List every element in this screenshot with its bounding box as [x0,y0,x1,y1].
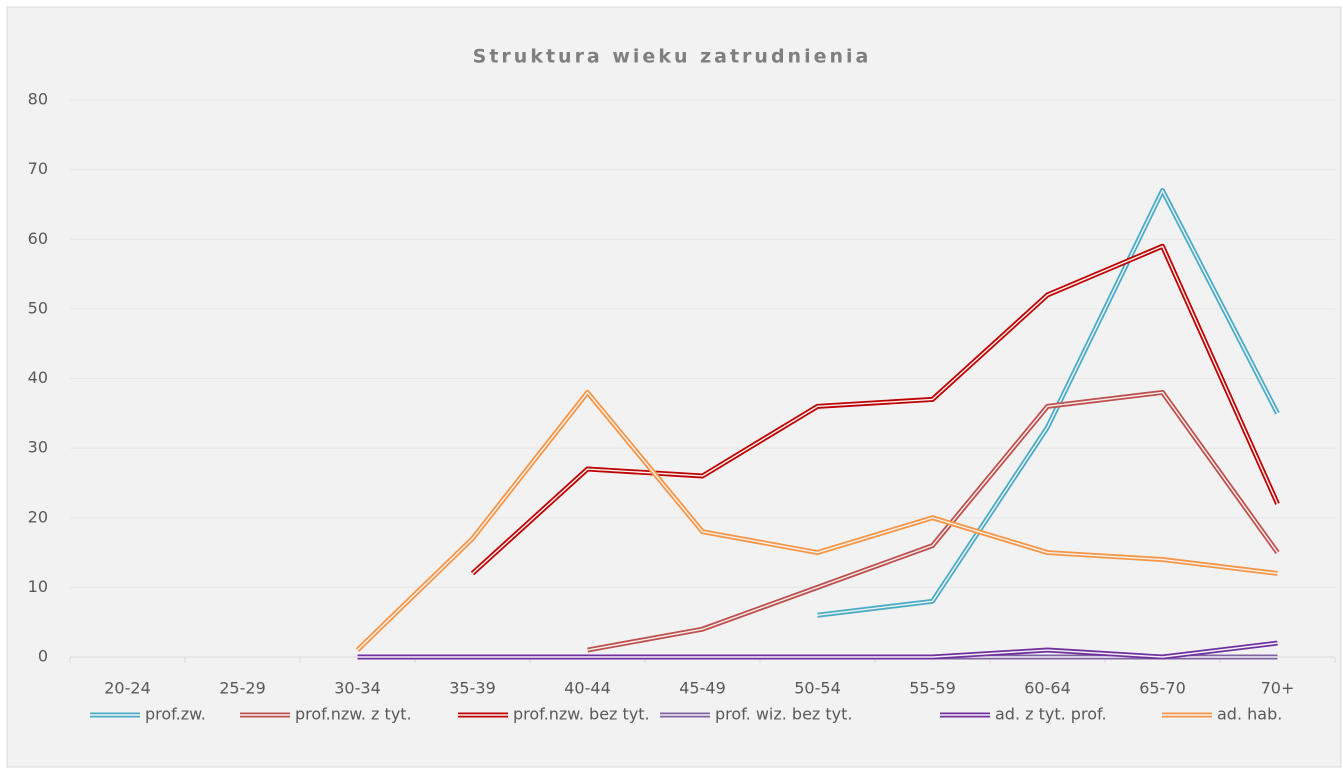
y-tick-label: 20 [28,507,48,526]
x-tick-label: 35-39 [449,679,496,698]
series-line-inner [817,189,1279,616]
y-tick-label: 40 [28,368,48,387]
legend-label: prof.zw. [145,705,206,724]
series-line-inner [357,391,1278,651]
legend-label: prof.nzw. bez tyt. [513,705,650,724]
legend-label: prof.nzw. z tyt. [295,705,412,724]
legend-label: ad. hab. [1217,705,1282,724]
y-tick-label: 50 [28,298,48,317]
x-tick-label: 20-24 [104,679,151,698]
y-tick-label: 60 [28,229,48,248]
y-tick-label: 10 [28,577,48,596]
y-tick-label: 70 [28,159,48,178]
chart-title: Struktura wieku zatrudnienia [473,46,872,68]
x-tick-label: 70+ [1261,679,1295,698]
series-line-inner [472,245,1279,574]
x-tick-label: 30-34 [334,679,381,698]
y-tick-label: 80 [28,90,48,109]
x-tick-label: 65-70 [1139,679,1186,698]
x-tick-label: 55-59 [909,679,956,698]
x-tick-label: 25-29 [219,679,266,698]
y-tick-label: 30 [28,438,48,457]
x-tick-label: 40-44 [564,679,611,698]
chart-area [6,6,1342,768]
x-tick-label: 60-64 [1024,679,1071,698]
y-tick-label: 0 [38,647,48,666]
x-tick-label: 45-49 [679,679,726,698]
series-line-inner [357,642,1278,658]
legend-label: ad. z tyt. prof. [995,705,1107,724]
x-tick-label: 50-54 [794,679,841,698]
legend-label: prof. wiz. bez tyt. [715,705,853,724]
series-line-inner [587,391,1279,651]
